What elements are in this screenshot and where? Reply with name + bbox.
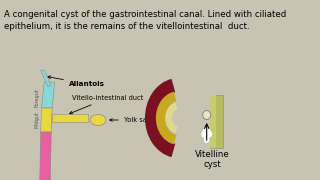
Polygon shape <box>210 95 223 148</box>
Polygon shape <box>40 132 51 180</box>
Polygon shape <box>41 108 52 132</box>
Text: Allantois: Allantois <box>48 76 105 87</box>
Polygon shape <box>210 95 216 148</box>
Text: Foregut: Foregut <box>35 89 40 107</box>
Text: A congenital cyst of the gastrointestinal canal. Lined with ciliated: A congenital cyst of the gastrointestina… <box>4 10 286 19</box>
Text: Yolk sac: Yolk sac <box>110 117 150 123</box>
Text: Vitelline
cyst: Vitelline cyst <box>195 150 229 169</box>
Polygon shape <box>52 114 88 122</box>
Text: Midgut: Midgut <box>35 111 40 129</box>
Text: epithelium, it is the remains of the vitellointestinal  duct.: epithelium, it is the remains of the vit… <box>4 22 249 31</box>
Polygon shape <box>42 82 55 108</box>
Ellipse shape <box>90 114 106 125</box>
Polygon shape <box>41 70 51 86</box>
Circle shape <box>203 111 211 120</box>
Text: Vitello-intestinal duct: Vitello-intestinal duct <box>70 95 144 114</box>
